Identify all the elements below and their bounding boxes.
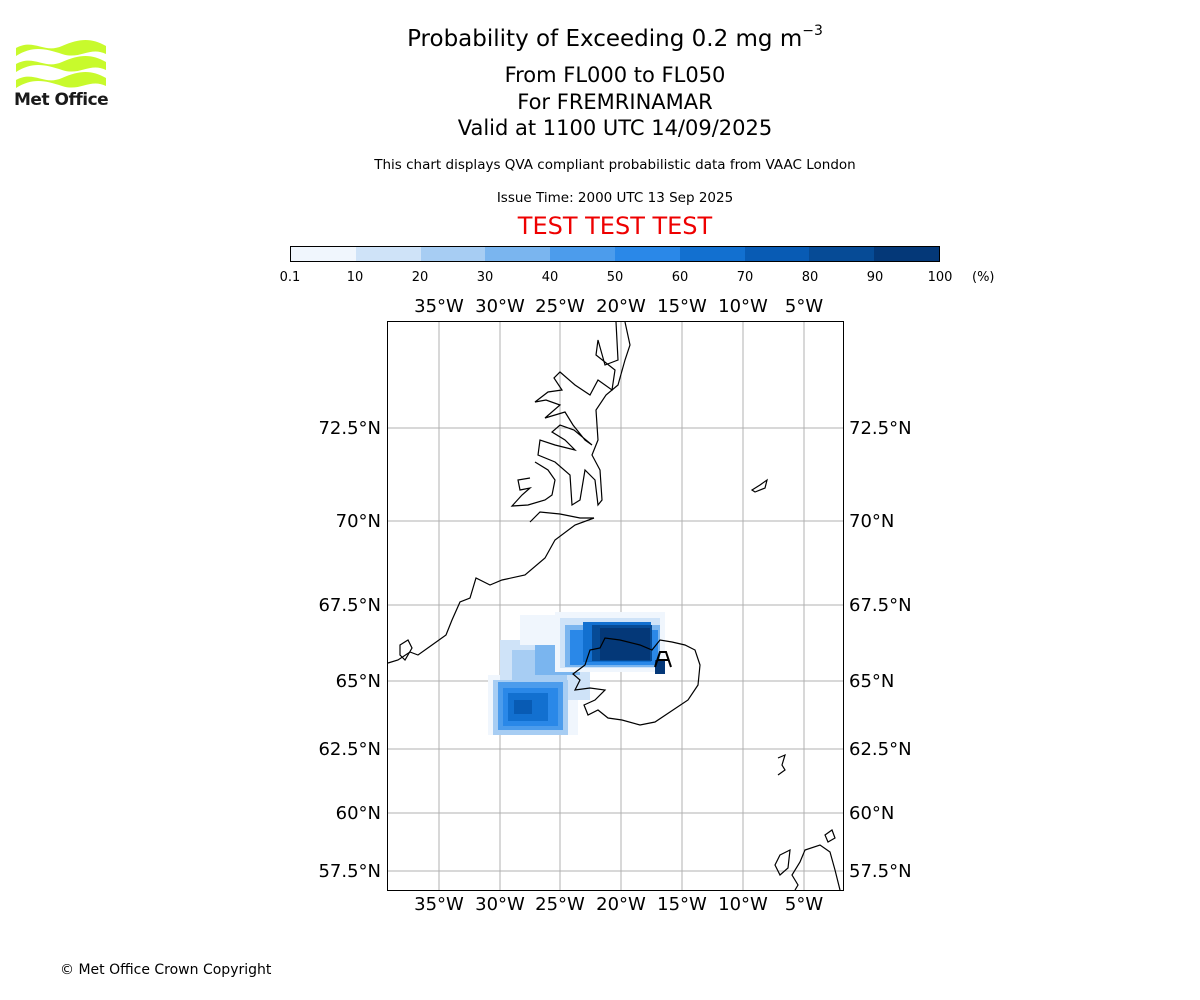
chart-title: Probability of Exceeding 0.2 mg m−3 — [300, 23, 930, 52]
met-office-logo-waves — [16, 40, 106, 88]
chart-title-text: Probability of Exceeding 0.2 mg m — [407, 26, 803, 52]
longitude-label: 25°W — [535, 296, 585, 317]
colorbar-tick-label: 30 — [476, 270, 494, 285]
longitude-label: 15°W — [657, 894, 707, 915]
latitude-labels-right: 72.5°N 70°N 67.5°N 65°N 62.5°N 60°N 57.5°N — [849, 418, 912, 882]
colorbar-segment — [550, 247, 615, 261]
longitude-label: 10°W — [718, 296, 768, 317]
latitude-label: 57.5°N — [849, 861, 912, 882]
map-frame — [387, 321, 844, 891]
longitude-label: 25°W — [535, 894, 585, 915]
colorbar-tick-label: 40 — [541, 270, 559, 285]
latitude-label: 65°N — [849, 671, 894, 692]
copyright: © Met Office Crown Copyright — [60, 962, 272, 978]
longitude-label: 10°W — [718, 894, 768, 915]
volcano-marker — [654, 651, 672, 668]
colorbar-tick-label: 0.1 — [279, 270, 301, 285]
colorbar-tick-label: 70 — [736, 270, 754, 285]
valid-time: Valid at 1100 UTC 14/09/2025 — [457, 116, 773, 140]
longitude-label: 20°W — [596, 894, 646, 915]
longitude-label: 35°W — [414, 296, 464, 317]
latitude-label: 65°N — [336, 671, 381, 692]
colorbar-segment — [809, 247, 875, 261]
met-office-logo-text: Met Office — [14, 90, 109, 110]
latitude-labels-left: 72.5°N 70°N 67.5°N 65°N 62.5°N 60°N 57.5°N — [318, 418, 381, 882]
latitude-label: 70°N — [336, 511, 381, 532]
latitude-label: 67.5°N — [318, 595, 381, 616]
colorbar-tick-label: 50 — [606, 270, 624, 285]
coastlines — [387, 321, 841, 891]
longitude-label: 30°W — [475, 894, 525, 915]
colorbar-tick-label: 20 — [411, 270, 429, 285]
latitude-label: 62.5°N — [849, 739, 912, 760]
issue-time: Issue Time: 2000 UTC 13 Sep 2025 — [496, 190, 734, 206]
probability-field — [488, 612, 665, 735]
colorbar-segment — [485, 247, 551, 261]
longitude-label: 30°W — [475, 296, 525, 317]
longitude-label: 35°W — [414, 894, 464, 915]
colorbar-segment — [614, 247, 680, 261]
volcano-name: For FREMRINAMAR — [517, 90, 713, 114]
latitude-label: 62.5°N — [318, 739, 381, 760]
longitude-label: 20°W — [596, 296, 646, 317]
latitude-label: 70°N — [849, 511, 894, 532]
latitude-label: 67.5°N — [849, 595, 912, 616]
colorbar-segment — [744, 247, 810, 261]
colorbar-tick-label: 90 — [866, 270, 884, 285]
colorbar-segment — [291, 247, 356, 261]
colorbar-tick-labels: 0.1 10 20 30 40 50 60 70 80 90 100 — [260, 270, 980, 290]
map-gridlines — [388, 322, 843, 890]
latitude-label: 60°N — [849, 803, 894, 824]
colorbar-segment — [355, 247, 421, 261]
colorbar-unit: (%) — [972, 270, 995, 285]
latitude-label: 57.5°N — [318, 861, 381, 882]
flight-level-range: From FL000 to FL050 — [504, 63, 726, 87]
colorbar-segment — [874, 247, 939, 261]
probability-colorbar — [290, 246, 940, 262]
data-source-note: This chart displays QVA compliant probab… — [374, 157, 856, 173]
colorbar-segment — [679, 247, 745, 261]
colorbar-segment — [420, 247, 486, 261]
longitude-labels-bottom: 35°W 30°W 25°W 20°W 15°W 10°W 5°W — [414, 894, 823, 915]
colorbar-tick-label: 80 — [801, 270, 819, 285]
latitude-label: 72.5°N — [318, 418, 381, 439]
chart-title-superscript: −3 — [802, 23, 823, 39]
test-banner: TEST TEST TEST — [517, 212, 713, 240]
longitude-label: 5°W — [785, 894, 823, 915]
longitude-label: 5°W — [785, 296, 823, 317]
colorbar-tick-label: 10 — [346, 270, 364, 285]
latitude-label: 60°N — [336, 803, 381, 824]
latitude-label: 72.5°N — [849, 418, 912, 439]
longitude-labels-top: 35°W 30°W 25°W 20°W 15°W 10°W 5°W — [414, 296, 823, 317]
longitude-label: 15°W — [657, 296, 707, 317]
colorbar-tick-label: 60 — [671, 270, 689, 285]
colorbar-tick-label: 100 — [927, 270, 953, 285]
